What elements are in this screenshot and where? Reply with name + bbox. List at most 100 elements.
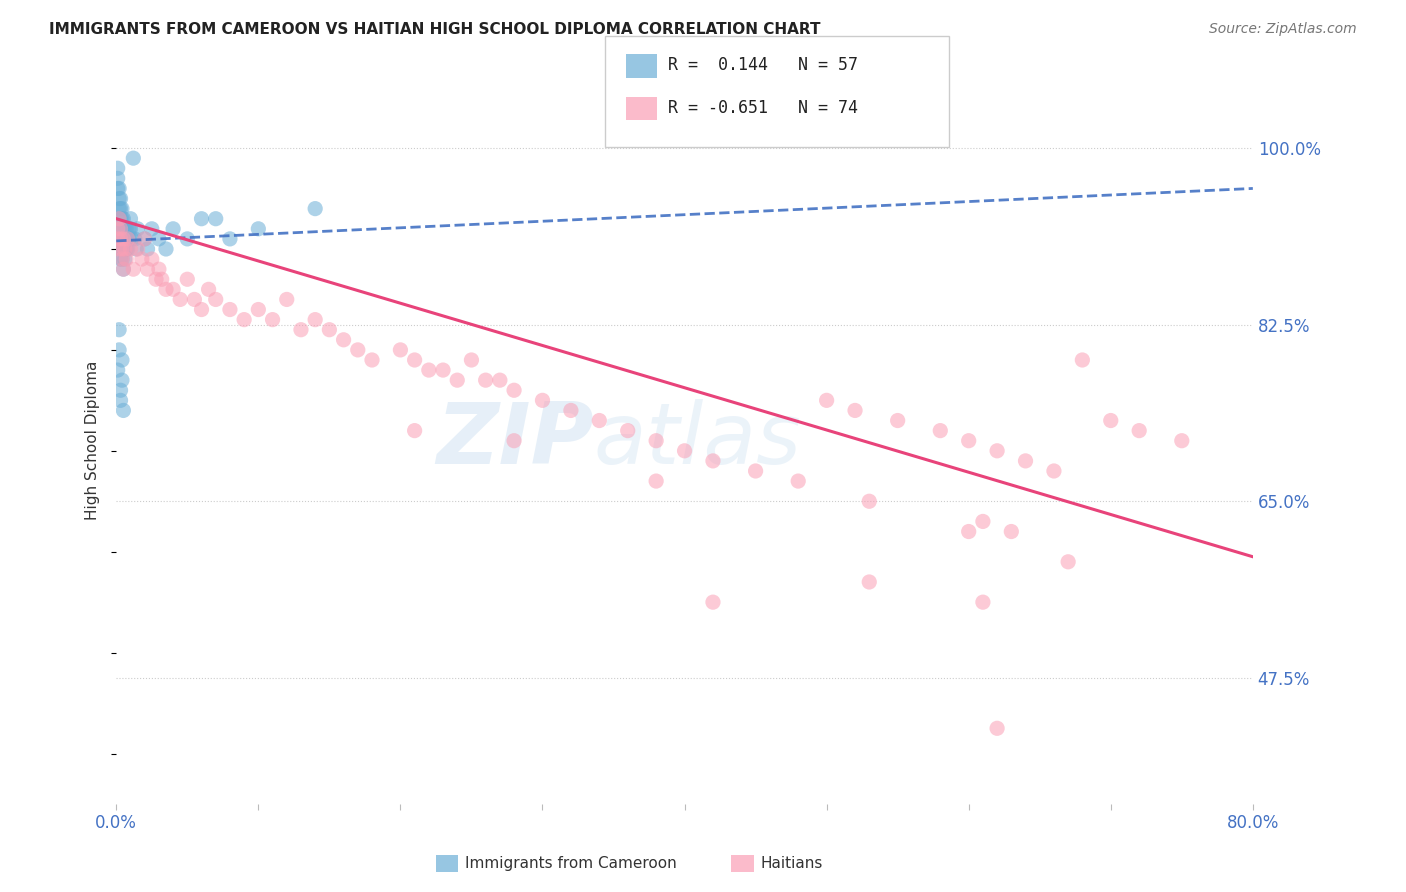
Point	[645, 434, 668, 448]
Point	[204, 211, 226, 226]
Point	[190, 302, 212, 317]
Point	[148, 232, 170, 246]
Text: IMMIGRANTS FROM CAMEROON VS HAITIAN HIGH SCHOOL DIPLOMA CORRELATION CHART: IMMIGRANTS FROM CAMEROON VS HAITIAN HIGH…	[49, 22, 821, 37]
Point	[176, 232, 198, 246]
Point	[110, 232, 132, 246]
Point	[169, 293, 191, 307]
Point	[531, 393, 554, 408]
Point	[108, 343, 131, 357]
Point	[986, 721, 1008, 735]
Point	[112, 232, 135, 246]
Point	[112, 211, 135, 226]
Point	[112, 242, 135, 256]
Point	[1043, 464, 1066, 478]
Point	[111, 373, 134, 387]
Text: Source: ZipAtlas.com: Source: ZipAtlas.com	[1209, 22, 1357, 37]
Point	[122, 151, 145, 165]
Point	[110, 232, 132, 246]
Point	[110, 242, 132, 256]
Point	[318, 323, 340, 337]
Point	[114, 232, 136, 246]
Point	[107, 181, 129, 195]
Point	[972, 595, 994, 609]
Point	[108, 323, 131, 337]
Text: R = -0.651   N = 74: R = -0.651 N = 74	[668, 99, 858, 117]
Point	[122, 262, 145, 277]
Point	[702, 595, 724, 609]
Point	[702, 454, 724, 468]
Point	[110, 202, 132, 216]
Point	[616, 424, 638, 438]
Point	[858, 574, 880, 589]
Point	[304, 202, 326, 216]
Text: atlas: atlas	[593, 400, 801, 483]
Point	[110, 384, 132, 398]
Point	[787, 474, 810, 488]
Point	[107, 232, 129, 246]
Point	[262, 312, 284, 326]
Point	[111, 252, 134, 266]
Point	[115, 252, 138, 266]
Text: R =  0.144   N = 57: R = 0.144 N = 57	[668, 56, 858, 74]
Point	[114, 242, 136, 256]
Text: Immigrants from Cameroon: Immigrants from Cameroon	[465, 856, 678, 871]
Point	[886, 413, 908, 427]
Point	[112, 262, 135, 277]
Point	[474, 373, 496, 387]
Point	[111, 232, 134, 246]
Point	[332, 333, 354, 347]
Point	[127, 242, 149, 256]
Point	[136, 242, 159, 256]
Point	[233, 312, 256, 326]
Point	[108, 211, 131, 226]
Point	[361, 353, 384, 368]
Point	[673, 443, 696, 458]
Point	[115, 232, 138, 246]
Point	[489, 373, 512, 387]
Point	[125, 242, 148, 256]
Point	[117, 232, 139, 246]
Point	[588, 413, 610, 427]
Point	[131, 252, 153, 266]
Point	[111, 252, 134, 266]
Point	[204, 293, 226, 307]
Point	[134, 232, 156, 246]
Point	[111, 211, 134, 226]
Point	[108, 222, 131, 236]
Point	[114, 242, 136, 256]
Point	[155, 282, 177, 296]
Point	[111, 202, 134, 216]
Point	[115, 242, 138, 256]
Point	[118, 232, 141, 246]
Point	[120, 222, 142, 236]
Point	[110, 393, 132, 408]
Point	[1171, 434, 1194, 448]
Point	[929, 424, 952, 438]
Point	[155, 242, 177, 256]
Point	[183, 293, 205, 307]
Point	[1057, 555, 1080, 569]
Point	[114, 222, 136, 236]
Point	[108, 192, 131, 206]
Text: ZIP: ZIP	[436, 400, 593, 483]
Point	[503, 434, 526, 448]
Point	[1071, 353, 1094, 368]
Point	[247, 302, 270, 317]
Point	[346, 343, 368, 357]
Point	[127, 222, 149, 236]
Point	[150, 272, 173, 286]
Point	[503, 384, 526, 398]
Point	[117, 232, 139, 246]
Point	[162, 282, 184, 296]
Point	[112, 262, 135, 277]
Point	[219, 232, 242, 246]
Point	[112, 403, 135, 417]
Y-axis label: High School Diploma: High School Diploma	[86, 361, 100, 520]
Point	[110, 222, 132, 236]
Point	[136, 262, 159, 277]
Point	[120, 211, 142, 226]
Point	[112, 222, 135, 236]
Point	[111, 242, 134, 256]
Point	[111, 353, 134, 368]
Point	[304, 312, 326, 326]
